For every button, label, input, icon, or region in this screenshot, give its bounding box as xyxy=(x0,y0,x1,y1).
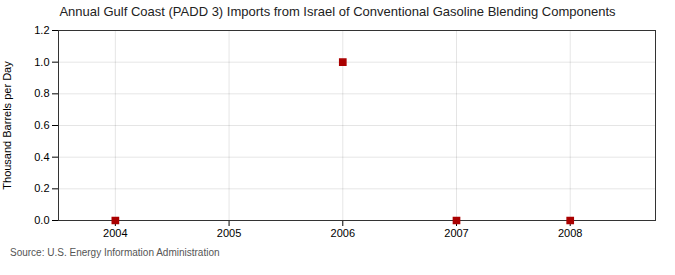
svg-text:1.0: 1.0 xyxy=(34,56,49,68)
svg-text:2006: 2006 xyxy=(331,227,355,239)
svg-text:0.2: 0.2 xyxy=(34,182,49,194)
svg-text:0.0: 0.0 xyxy=(34,214,49,226)
html-text:Annual Gulf Coast (PADD 3) Imp: Annual Gulf Coast (PADD 3) Imports from … xyxy=(59,4,616,19)
svg-text:1.2: 1.2 xyxy=(34,24,49,36)
html-text:Source: U.S. Energy Informatio: Source: U.S. Energy Information Administ… xyxy=(10,247,220,258)
svg-text:2007: 2007 xyxy=(444,227,468,239)
svg-text:2008: 2008 xyxy=(558,227,582,239)
svg-text:2004: 2004 xyxy=(103,227,127,239)
svg-text:2005: 2005 xyxy=(217,227,241,239)
svg-text:Thousand Barrels per Day: Thousand Barrels per Day xyxy=(1,61,13,190)
svg-text:0.6: 0.6 xyxy=(34,119,49,131)
svg-text:0.8: 0.8 xyxy=(34,87,49,99)
svg-text:0.4: 0.4 xyxy=(34,151,49,163)
